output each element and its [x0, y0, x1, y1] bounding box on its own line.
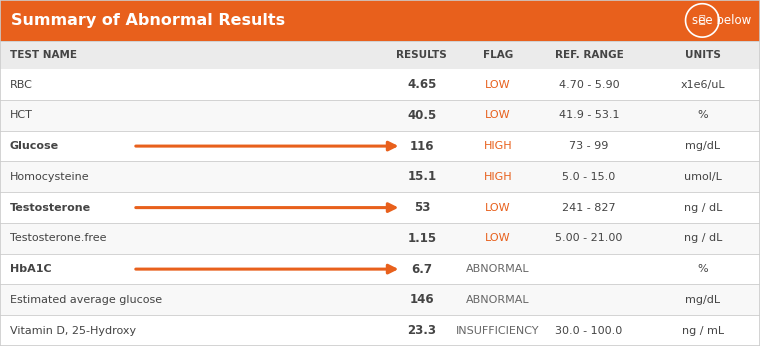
- Text: HCT: HCT: [10, 110, 33, 120]
- Text: 1.15: 1.15: [407, 232, 436, 245]
- Text: ABNORMAL: ABNORMAL: [466, 264, 530, 274]
- Text: 40.5: 40.5: [407, 109, 436, 122]
- Bar: [0, 69, 760, 100]
- Text: ng / dL: ng / dL: [684, 203, 722, 212]
- Text: 73 - 99: 73 - 99: [569, 141, 609, 151]
- Text: 5.00 - 21.00: 5.00 - 21.00: [556, 233, 622, 243]
- Bar: [0, 162, 760, 192]
- Bar: [0, 41, 760, 69]
- Text: HbA1C: HbA1C: [10, 264, 52, 274]
- Text: LOW: LOW: [485, 110, 511, 120]
- Text: LOW: LOW: [485, 80, 511, 90]
- Text: HIGH: HIGH: [483, 141, 512, 151]
- Text: 41.9 - 53.1: 41.9 - 53.1: [559, 110, 619, 120]
- Text: HIGH: HIGH: [483, 172, 512, 182]
- Text: RBC: RBC: [10, 80, 33, 90]
- Text: RESULTS: RESULTS: [397, 50, 447, 60]
- Bar: [0, 223, 760, 254]
- Text: 116: 116: [410, 139, 434, 153]
- Text: x1e6/uL: x1e6/uL: [681, 80, 725, 90]
- Text: TEST NAME: TEST NAME: [10, 50, 77, 60]
- Text: INSUFFICIENCY: INSUFFICIENCY: [456, 326, 540, 336]
- Text: LOW: LOW: [485, 203, 511, 212]
- Text: 23.3: 23.3: [407, 324, 436, 337]
- Text: Summary of Abnormal Results: Summary of Abnormal Results: [11, 13, 286, 28]
- Text: mg/dL: mg/dL: [686, 295, 720, 305]
- Text: 30.0 - 100.0: 30.0 - 100.0: [556, 326, 622, 336]
- Text: Testosterone: Testosterone: [10, 203, 91, 212]
- Bar: [0, 192, 760, 223]
- Text: Testosterone.free: Testosterone.free: [10, 233, 106, 243]
- Text: mg/dL: mg/dL: [686, 141, 720, 151]
- Text: ABNORMAL: ABNORMAL: [466, 295, 530, 305]
- Text: Glucose: Glucose: [10, 141, 59, 151]
- Text: FLAG: FLAG: [483, 50, 513, 60]
- Text: Estimated average glucose: Estimated average glucose: [10, 295, 162, 305]
- Text: UNITS: UNITS: [685, 50, 721, 60]
- Bar: [0, 0, 760, 41]
- Text: ng / mL: ng / mL: [682, 326, 724, 336]
- Bar: [0, 284, 760, 315]
- Bar: [0, 131, 760, 162]
- Text: 5.0 - 15.0: 5.0 - 15.0: [562, 172, 616, 182]
- Text: 15.1: 15.1: [407, 170, 436, 183]
- Text: see below: see below: [692, 14, 751, 27]
- Text: %: %: [698, 110, 708, 120]
- Text: ng / dL: ng / dL: [684, 233, 722, 243]
- Bar: [0, 254, 760, 284]
- Bar: [0, 100, 760, 131]
- Text: 146: 146: [410, 293, 434, 306]
- Text: LOW: LOW: [485, 233, 511, 243]
- Text: 4.65: 4.65: [407, 78, 436, 91]
- Text: 241 - 827: 241 - 827: [562, 203, 616, 212]
- Text: REF. RANGE: REF. RANGE: [555, 50, 623, 60]
- Bar: [0, 315, 760, 346]
- Text: umol/L: umol/L: [684, 172, 722, 182]
- Text: 6.7: 6.7: [411, 263, 432, 276]
- Text: Homocysteine: Homocysteine: [10, 172, 90, 182]
- Text: 4.70 - 5.90: 4.70 - 5.90: [559, 80, 619, 90]
- Text: Vitamin D, 25-Hydroxy: Vitamin D, 25-Hydroxy: [10, 326, 136, 336]
- Text: %: %: [698, 264, 708, 274]
- Text: 53: 53: [413, 201, 430, 214]
- Text: ⫰: ⫰: [699, 16, 705, 25]
